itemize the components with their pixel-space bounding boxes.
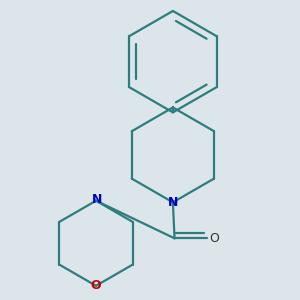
Text: O: O [91, 279, 101, 292]
Text: N: N [92, 193, 102, 206]
Text: N: N [168, 196, 178, 209]
Text: O: O [209, 232, 219, 245]
